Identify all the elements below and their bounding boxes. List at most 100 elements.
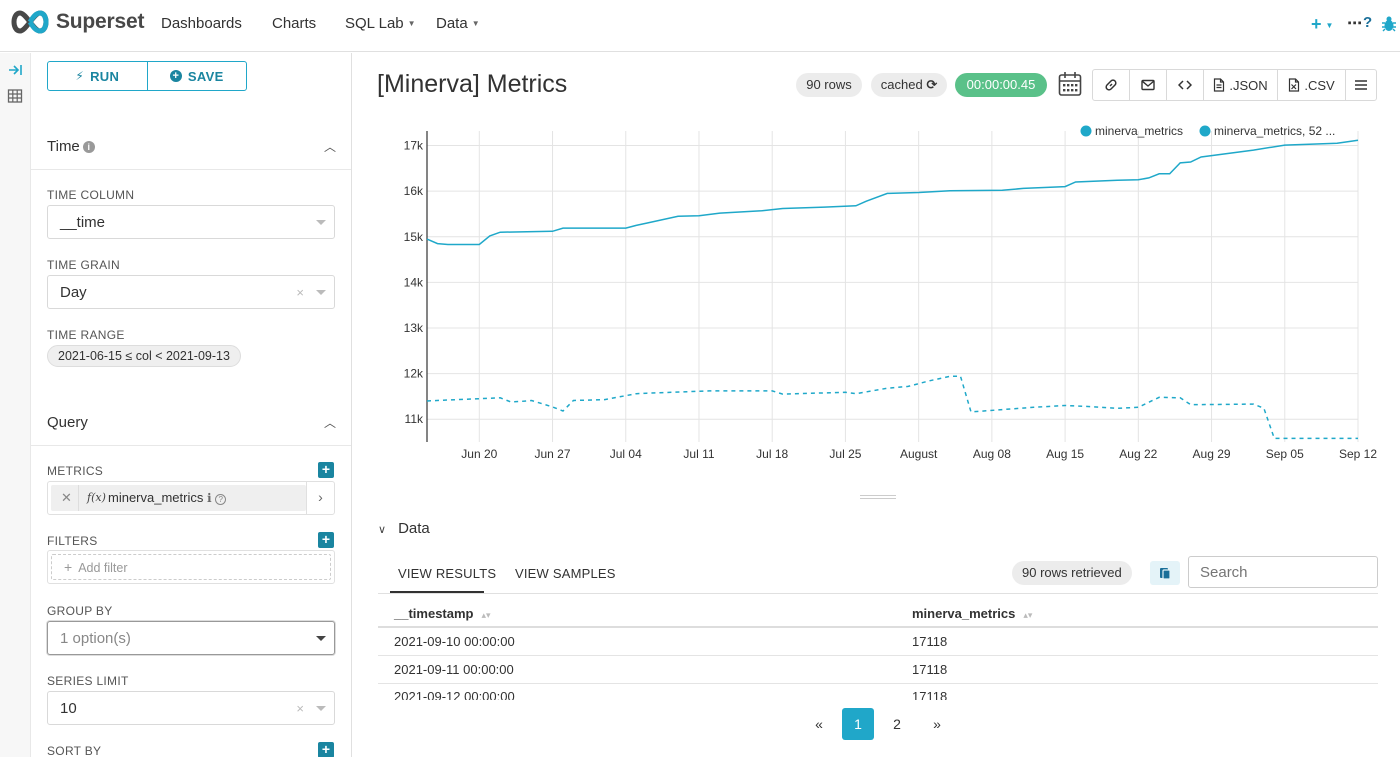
pagination-prev[interactable]: «: [815, 716, 823, 732]
file-icon: [1214, 78, 1225, 92]
table-cell: 17118: [912, 662, 948, 677]
new-menu-button[interactable]: + ▼: [1311, 14, 1333, 35]
time-range-pill[interactable]: 2021-06-15 ≤ col < 2021-09-13: [47, 345, 241, 367]
x-tick-label: Aug 22: [1119, 447, 1157, 461]
chevron-down-icon: [316, 636, 326, 641]
chart-title[interactable]: [Minerva] Metrics: [377, 70, 568, 98]
search-input[interactable]: [1188, 556, 1378, 588]
active-tab-indicator: [390, 591, 484, 593]
time-column-value: __time: [60, 214, 106, 231]
brand-logo[interactable]: Superset: [8, 9, 144, 35]
json-label: .JSON: [1229, 77, 1268, 93]
chevron-down-icon: ∨: [378, 524, 387, 536]
plus-icon: +: [64, 559, 73, 575]
calendar-icon[interactable]: [1058, 71, 1082, 97]
y-tick-label: 17k: [404, 139, 424, 153]
data-section-header[interactable]: ∨ Data: [378, 520, 430, 537]
caret-down-icon: ▼: [407, 19, 416, 28]
y-tick-label: 11k: [405, 412, 424, 426]
function-icon: f(x): [87, 491, 106, 504]
nav-dashboards[interactable]: Dashboards: [161, 15, 242, 32]
time-grain-value: Day: [60, 284, 87, 301]
hamburger-icon: [1355, 80, 1367, 90]
export-json-button[interactable]: .JSON: [1204, 70, 1278, 100]
pagination-next[interactable]: »: [933, 716, 941, 732]
superset-logo-icon: [11, 10, 49, 34]
add-filter-dropzone[interactable]: + Add filter: [51, 554, 331, 580]
legend-label: minerva_metrics, 52 ...: [1214, 124, 1335, 138]
x-tick-label: Aug 15: [1046, 447, 1084, 461]
y-tick-label: 12k: [404, 367, 424, 381]
legend-label: minerva_metrics: [1095, 124, 1183, 138]
pagination-page-2[interactable]: 2: [893, 716, 901, 732]
control-panel: ⚡ RUN + SAVE Time i ︿ TIME COLUMN __time TI…: [31, 53, 352, 757]
chevron-up-icon: ︿: [323, 140, 336, 154]
more-options-button[interactable]: [1346, 70, 1376, 100]
add-sort-button[interactable]: +: [318, 742, 334, 757]
more-icon: ⋯: [1347, 15, 1362, 32]
expand-panel-icon[interactable]: [7, 62, 23, 78]
series-line-1: [426, 139, 1359, 246]
tab-view-results[interactable]: VIEW RESULTS: [398, 566, 497, 581]
time-grain-select[interactable]: Day ×: [47, 275, 335, 309]
nav-data[interactable]: Data ▼: [436, 15, 480, 32]
clear-icon[interactable]: ×: [296, 701, 304, 716]
table-icon[interactable]: [7, 88, 23, 104]
row-count-badge: 90 rows: [796, 73, 862, 97]
info-icon[interactable]: i: [82, 141, 95, 153]
file-excel-icon: [1289, 78, 1300, 92]
metric-item[interactable]: ✕ f(x) minerva_metrics ℹ ? ›: [47, 481, 335, 515]
help-button[interactable]: ?: [1363, 14, 1372, 31]
metric-name: minerva_metrics ℹ ?: [108, 490, 227, 505]
run-button[interactable]: ⚡ RUN: [48, 62, 147, 90]
row-divider: [378, 655, 1378, 656]
chevron-down-icon: [316, 290, 326, 295]
csv-label: .CSV: [1304, 77, 1335, 93]
cached-badge[interactable]: cached ⟳: [871, 73, 947, 97]
query-section-header[interactable]: Query ︿: [31, 400, 351, 446]
table-row-partial: 2021-09-12 00:00:00 17118: [378, 684, 1378, 700]
pagination-page-1[interactable]: 1: [842, 708, 874, 740]
info-icon[interactable]: ℹ: [206, 491, 212, 505]
x-tick-label: Aug 08: [973, 447, 1011, 461]
embed-code-button[interactable]: [1167, 70, 1204, 100]
remove-icon[interactable]: ✕: [61, 490, 72, 505]
share-link-button[interactable]: [1093, 70, 1130, 100]
run-save-group: ⚡ RUN + SAVE: [47, 61, 247, 91]
more-menu-button[interactable]: ⋯: [1347, 14, 1362, 32]
question-icon[interactable]: ?: [215, 494, 227, 505]
copy-button[interactable]: [1150, 561, 1180, 585]
time-section-header[interactable]: Time i ︿: [31, 124, 351, 170]
chevron-down-icon: [316, 706, 326, 711]
filter-box: + Add filter: [47, 550, 335, 584]
chevron-right-icon[interactable]: ›: [306, 482, 334, 514]
nav-charts-label: Charts: [272, 15, 317, 32]
link-icon: [1105, 79, 1117, 91]
bug-icon[interactable]: [1382, 16, 1396, 32]
brand-name: Superset: [56, 10, 145, 33]
chevron-down-icon: [316, 220, 326, 225]
clear-icon[interactable]: ×: [296, 285, 304, 300]
save-label: SAVE: [187, 68, 224, 84]
export-csv-button[interactable]: .CSV: [1278, 70, 1346, 100]
chevron-up-icon: ︿: [323, 416, 336, 430]
table-cell: 2021-09-12 00:00:00: [394, 689, 515, 700]
group-by-select[interactable]: 1 option(s): [47, 621, 335, 655]
time-column-select[interactable]: __time: [47, 205, 335, 239]
add-filter-button[interactable]: +: [318, 532, 334, 548]
nav-sql-lab[interactable]: SQL Lab ▼: [345, 15, 416, 32]
nav-charts[interactable]: Charts: [272, 15, 316, 32]
resize-handle[interactable]: [860, 495, 896, 499]
series-limit-select[interactable]: 10 ×: [47, 691, 335, 725]
time-section-title: Time i: [47, 138, 95, 155]
add-metric-button[interactable]: +: [318, 462, 334, 478]
tab-view-samples[interactable]: VIEW SAMPLES: [515, 566, 616, 581]
column-header-minerva-metrics[interactable]: minerva_metrics ▴▾: [912, 606, 1032, 621]
column-header-timestamp[interactable]: __timestamp ▴▾: [394, 606, 491, 621]
email-button[interactable]: [1130, 70, 1167, 100]
time-section-label: Time: [47, 138, 80, 155]
sort-icon: ▴▾: [481, 610, 491, 620]
plus-icon: +: [1311, 14, 1322, 34]
table-cell: 17118: [912, 634, 948, 649]
save-button[interactable]: + SAVE: [146, 62, 247, 90]
